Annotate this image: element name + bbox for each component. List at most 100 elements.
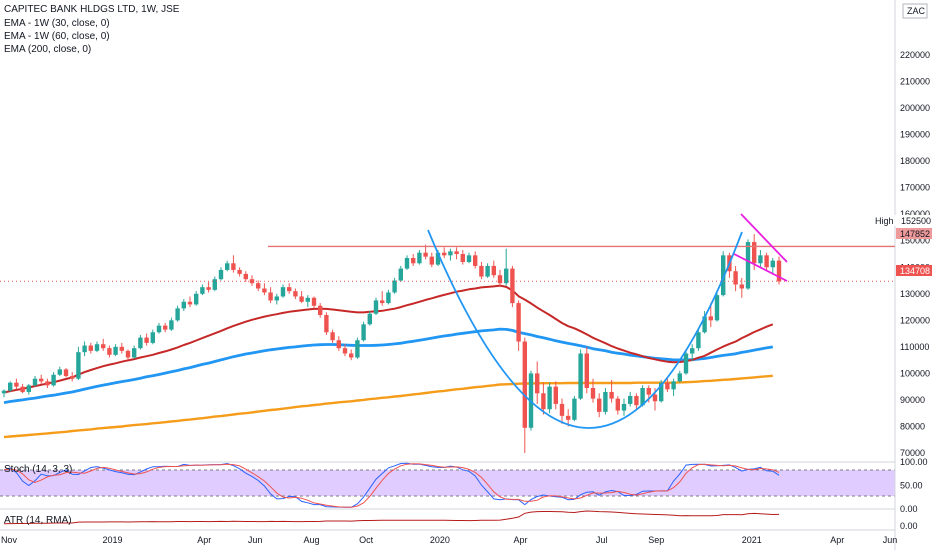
candle <box>342 344 348 357</box>
candle <box>299 291 304 304</box>
candle-body <box>206 287 211 290</box>
candle-body <box>380 300 385 304</box>
candle-body <box>404 257 410 269</box>
candle <box>373 297 379 316</box>
candle <box>212 276 217 292</box>
candle-body <box>566 415 571 420</box>
time-tick-label: 2020 <box>430 535 450 545</box>
candle <box>218 267 224 281</box>
price-axis[interactable]: 70000 80000 90000 100000 110000 120000 130000 1… <box>900 50 930 531</box>
ema30-legend[interactable]: EMA - 1W (30, close, 0) <box>4 18 110 29</box>
candle <box>411 254 416 266</box>
candle <box>621 398 627 416</box>
candle-body <box>32 378 38 386</box>
time-tick-label: Apr <box>513 535 527 545</box>
candle-body <box>609 391 614 399</box>
candle-body <box>107 348 112 355</box>
candle <box>45 378 50 388</box>
candle-body <box>200 287 205 294</box>
price-tick-label: 210000 <box>900 77 930 87</box>
candle-body <box>386 292 391 304</box>
candle-body <box>454 251 459 254</box>
candle <box>181 299 186 312</box>
candle <box>677 370 682 383</box>
candle-body <box>764 255 769 268</box>
ema200-legend[interactable]: EMA (200, close, 0) <box>4 44 92 55</box>
price-tick-label: 90000 <box>900 395 925 405</box>
candle <box>541 382 546 415</box>
candle <box>206 281 211 293</box>
atr-label[interactable]: ATR (14, RMA) <box>4 515 72 526</box>
candle <box>683 350 689 375</box>
candle-body <box>553 386 558 404</box>
ema30-polyline <box>3 284 774 394</box>
candle <box>175 305 180 322</box>
stoch-label[interactable]: Stoch (14, 3, 3) <box>4 464 73 475</box>
candle <box>659 380 664 403</box>
candle <box>615 395 620 415</box>
stoch-k-line <box>3 462 780 508</box>
candle-body <box>268 292 273 301</box>
candle <box>88 342 93 354</box>
candle-body <box>318 305 323 316</box>
candle <box>194 291 199 306</box>
time-tick-label: Jun <box>248 535 263 545</box>
candle <box>243 271 248 282</box>
price-tick-label: 150000 <box>900 236 930 246</box>
price-tick-label: 70000 <box>900 448 925 458</box>
candle-body <box>187 301 193 305</box>
candle <box>628 391 633 407</box>
time-tick-label: Apr <box>830 535 844 545</box>
candle-body <box>628 395 633 404</box>
candle <box>392 277 397 294</box>
candle <box>454 247 459 260</box>
candle-body <box>225 263 230 270</box>
candle-body <box>101 344 106 349</box>
candle <box>125 349 131 361</box>
candle <box>553 381 558 410</box>
candle <box>32 376 38 387</box>
candle <box>107 345 112 358</box>
candle-body <box>361 324 366 341</box>
ema60-legend[interactable]: EMA - 1W (60, close, 0) <box>4 31 110 42</box>
candle-body <box>51 374 56 386</box>
candle-body <box>590 387 596 399</box>
price-tick-label: 80000 <box>900 421 925 431</box>
candle-body <box>621 403 627 411</box>
candle <box>690 344 695 362</box>
candle <box>169 317 174 331</box>
candle-body <box>510 268 515 304</box>
candle-body <box>435 252 441 265</box>
candle-body <box>57 369 62 375</box>
time-tick-label: Sep <box>648 535 664 545</box>
candle <box>361 321 366 342</box>
currency-label[interactable]: ZAC <box>907 6 926 16</box>
stoch-band-fill <box>0 470 895 496</box>
candle <box>578 349 583 400</box>
candle <box>324 312 329 335</box>
candle-body <box>739 284 744 289</box>
candle-body <box>659 382 664 402</box>
stoch-tick-label: 50.00 <box>900 481 923 491</box>
stoch-lines <box>3 462 780 508</box>
candle-body <box>398 268 403 281</box>
candle <box>386 289 391 305</box>
currency-box[interactable] <box>902 3 928 19</box>
candle <box>287 283 292 294</box>
candle-body <box>299 296 304 302</box>
time-axis[interactable]: Nov 2019 Apr Jun Aug Oct 2020 Apr Jul Sep 2021 Apr J… <box>1 535 897 545</box>
candle-body <box>646 387 651 395</box>
candle <box>355 337 360 359</box>
candle <box>336 336 341 351</box>
candle <box>144 333 149 346</box>
candle <box>634 393 639 410</box>
candle <box>516 300 521 351</box>
candle <box>51 372 56 387</box>
candle-body <box>330 332 335 341</box>
candle-body <box>572 398 577 420</box>
candle-body <box>243 273 248 280</box>
atr-line <box>3 510 780 525</box>
candle-body <box>522 341 527 428</box>
candle <box>94 341 100 353</box>
